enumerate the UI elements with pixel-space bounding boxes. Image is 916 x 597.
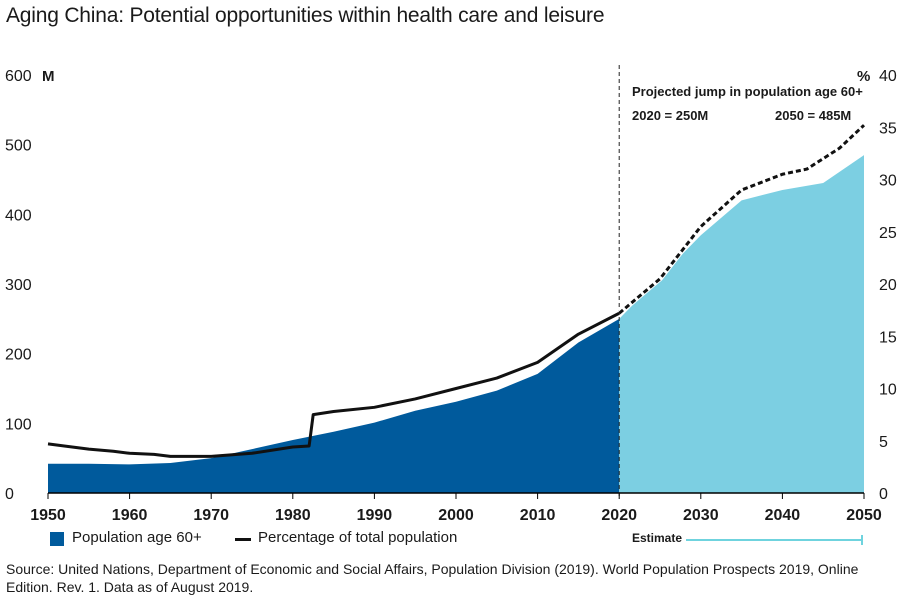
x-tick-label: 2000 bbox=[438, 507, 474, 524]
x-tick-label: 1990 bbox=[357, 507, 393, 524]
estimate-range-line bbox=[686, 539, 862, 541]
x-tick-label: 2020 bbox=[601, 507, 637, 524]
y-right-tick-label: 30 bbox=[879, 173, 897, 190]
line-percentage-estimate bbox=[618, 124, 866, 315]
y-left-tick-label: 600 bbox=[5, 68, 32, 85]
y-right-tick-label: 10 bbox=[879, 382, 897, 399]
y-right-tick-label: 20 bbox=[879, 277, 897, 294]
y-left-tick-label: 300 bbox=[5, 277, 32, 294]
line-layer bbox=[47, 123, 866, 458]
estimate-label: Estimate bbox=[632, 531, 683, 545]
area-layer bbox=[48, 155, 864, 493]
y-left-tick-label: 500 bbox=[5, 138, 32, 155]
legend-swatch-line bbox=[235, 538, 251, 541]
area-historical bbox=[48, 318, 620, 493]
chart-plot: 1950 1960 1970 1980 1990 2000 2010 2020 2030 2040… bbox=[5, 65, 897, 524]
y-left-tick-label: 0 bbox=[5, 486, 14, 503]
x-tick-label: 2050 bbox=[846, 507, 882, 524]
label-layer: 1950 1960 1970 1980 1990 2000 2010 2020 2030 2040… bbox=[5, 68, 897, 524]
y-right-tick-label: 40 bbox=[879, 68, 897, 85]
source-note: Source: United Nations, Department of Ec… bbox=[6, 561, 859, 595]
y-right-unit: % bbox=[857, 68, 870, 85]
estimate-range-end bbox=[861, 535, 863, 545]
annotation-2050-value: 2050 = 485M bbox=[775, 108, 851, 123]
chart-title: Aging China: Potential opportunities wit… bbox=[6, 4, 605, 27]
x-tick-label: 2010 bbox=[520, 507, 556, 524]
annotation-2020-value: 2020 = 250M bbox=[632, 108, 708, 123]
y-right-tick-label: 35 bbox=[879, 120, 897, 137]
area-estimate bbox=[619, 155, 864, 493]
y-left-unit: M bbox=[42, 68, 55, 85]
y-right-tick-label: 5 bbox=[879, 434, 888, 451]
y-left-tick-label: 400 bbox=[5, 207, 32, 224]
x-tick-label: 1950 bbox=[30, 507, 66, 524]
annotation-headline: Projected jump in population age 60+ bbox=[632, 84, 863, 99]
legend-label-line: Percentage of total population bbox=[258, 529, 458, 546]
x-tick-label: 1980 bbox=[275, 507, 311, 524]
y-right-tick-label: 25 bbox=[879, 225, 897, 242]
y-right-tick-label: 0 bbox=[879, 486, 888, 503]
axes-layer bbox=[47, 65, 865, 499]
y-right-tick-label: 15 bbox=[879, 329, 897, 346]
x-tick-label: 1960 bbox=[112, 507, 148, 524]
legend-swatch-area bbox=[50, 532, 64, 546]
x-tick-label: 2040 bbox=[765, 507, 801, 524]
x-tick-label: 2030 bbox=[683, 507, 719, 524]
legend-label-area: Population age 60+ bbox=[72, 529, 202, 546]
y-left-tick-label: 200 bbox=[5, 347, 32, 364]
line-percentage-historical bbox=[47, 311, 620, 458]
x-tick-label: 1970 bbox=[193, 507, 229, 524]
y-left-tick-label: 100 bbox=[5, 416, 32, 433]
